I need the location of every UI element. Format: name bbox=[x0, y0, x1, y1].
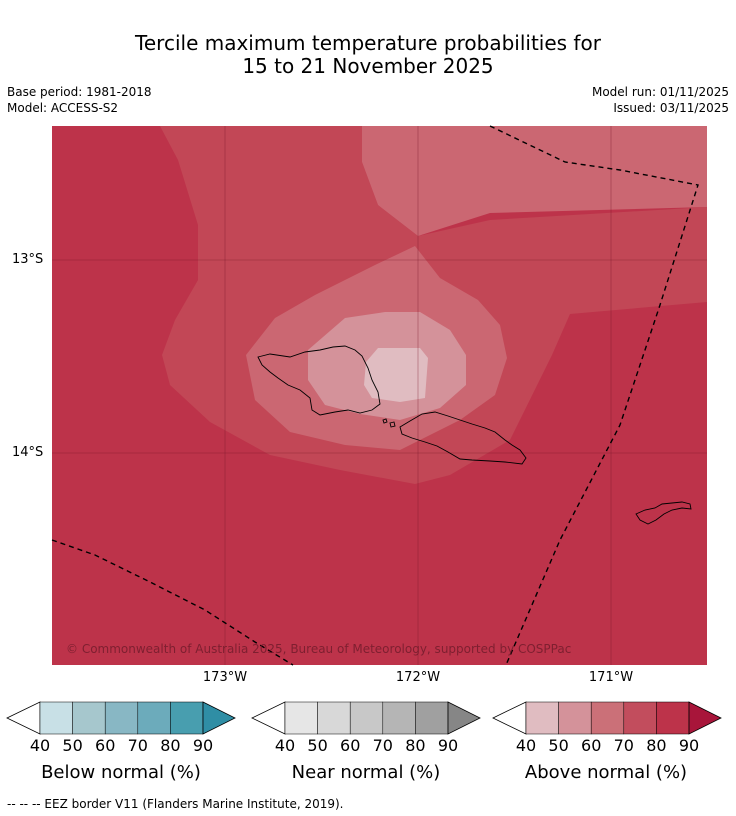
colorbar-tick-label: 70 bbox=[372, 736, 393, 755]
base-period-label: Base period: 1981-2018 bbox=[7, 85, 152, 99]
colorbar-tick-label: 70 bbox=[613, 736, 634, 755]
colorbar-extension-low bbox=[6, 701, 41, 735]
zone-above-40-50 bbox=[364, 348, 428, 402]
colorbar-segment bbox=[284, 701, 318, 735]
colorbar-segment bbox=[349, 701, 384, 735]
colorbar-segment bbox=[656, 701, 690, 735]
colorbar-tick-label: 40 bbox=[515, 736, 537, 755]
manono-island-outline bbox=[382, 418, 388, 424]
colorbar-extension-high bbox=[202, 701, 236, 735]
tutuila-island-outline bbox=[635, 501, 692, 525]
colorbar-segment bbox=[317, 701, 351, 735]
colorbar-segment bbox=[39, 701, 73, 735]
colorbar-tick-label: 80 bbox=[405, 736, 426, 755]
colorbar-segment bbox=[623, 701, 657, 735]
colorbar-tick-label: 40 bbox=[274, 736, 296, 755]
colorbar-segment bbox=[558, 701, 592, 735]
eez-border-southwest bbox=[51, 539, 294, 666]
colorbar-segment bbox=[382, 701, 416, 735]
near-normal-colorbar bbox=[251, 701, 481, 735]
longitude-label-171w: 171°W bbox=[588, 670, 634, 685]
upolu-island-outline bbox=[399, 411, 527, 465]
colorbar-tick-label: 40 bbox=[29, 736, 51, 755]
model-run-label: Model run: 01/11/2025 bbox=[591, 85, 729, 99]
latitude-label-13s: 13°S bbox=[12, 252, 44, 267]
colorbar-tick-label: 60 bbox=[340, 736, 361, 755]
model-label: Model: ACCESS-S2 bbox=[7, 101, 119, 115]
colorbar-extension-low bbox=[492, 701, 527, 735]
issued-label: Issued: 03/11/2025 bbox=[613, 101, 729, 115]
colorbar-tick-label: 50 bbox=[62, 736, 83, 755]
copyright-notice: © Commonwealth of Australia 2025, Bureau… bbox=[66, 642, 571, 656]
colorbar-tick-label: 50 bbox=[307, 736, 328, 755]
colorbar-segment bbox=[170, 701, 204, 735]
colorbar-tick-label: 90 bbox=[437, 736, 459, 755]
colorbar-segment bbox=[590, 701, 625, 735]
colorbar-tick-label: 70 bbox=[127, 736, 148, 755]
map-title-line-1: Tercile maximum temperature probabilitie… bbox=[135, 31, 601, 55]
colorbar-tick-label: 90 bbox=[192, 736, 214, 755]
above-normal-legend-title: Above normal (%) bbox=[524, 762, 688, 783]
colorbar-tick-label: 60 bbox=[581, 736, 602, 755]
colorbar-tick-label: 50 bbox=[548, 736, 569, 755]
colorbar-segment bbox=[104, 701, 139, 735]
below-normal-colorbar bbox=[6, 701, 236, 735]
longitude-label-173w: 173°W bbox=[202, 670, 248, 685]
colorbar-segment bbox=[137, 701, 171, 735]
colorbar-tick-label: 80 bbox=[646, 736, 667, 755]
colorbar-tick-label: 80 bbox=[160, 736, 181, 755]
above-normal-colorbar bbox=[492, 701, 722, 735]
longitude-label-172w: 172°W bbox=[395, 670, 441, 685]
savaii-island-outline bbox=[257, 345, 381, 416]
colorbar-extension-low bbox=[251, 701, 286, 735]
near-normal-legend-title: Near normal (%) bbox=[291, 762, 441, 783]
colorbar-extension-high bbox=[688, 701, 722, 735]
colorbar-tick-label: 90 bbox=[678, 736, 700, 755]
colorbar-segment bbox=[72, 701, 106, 735]
colorbar-extension-high bbox=[447, 701, 481, 735]
colorbar-segment bbox=[525, 701, 559, 735]
eez-border-footnote: -- -- -- EEZ border V11 (Flanders Marine… bbox=[7, 797, 344, 811]
apolima-island-outline bbox=[389, 421, 396, 428]
below-normal-legend-title: Below normal (%) bbox=[41, 762, 201, 783]
colorbar-tick-label: 60 bbox=[95, 736, 116, 755]
eez-border-east bbox=[489, 125, 699, 666]
colorbar-segment bbox=[415, 701, 449, 735]
latitude-label-14s: 14°S bbox=[12, 445, 44, 460]
map-title-line-2: 15 to 21 November 2025 bbox=[242, 54, 494, 78]
